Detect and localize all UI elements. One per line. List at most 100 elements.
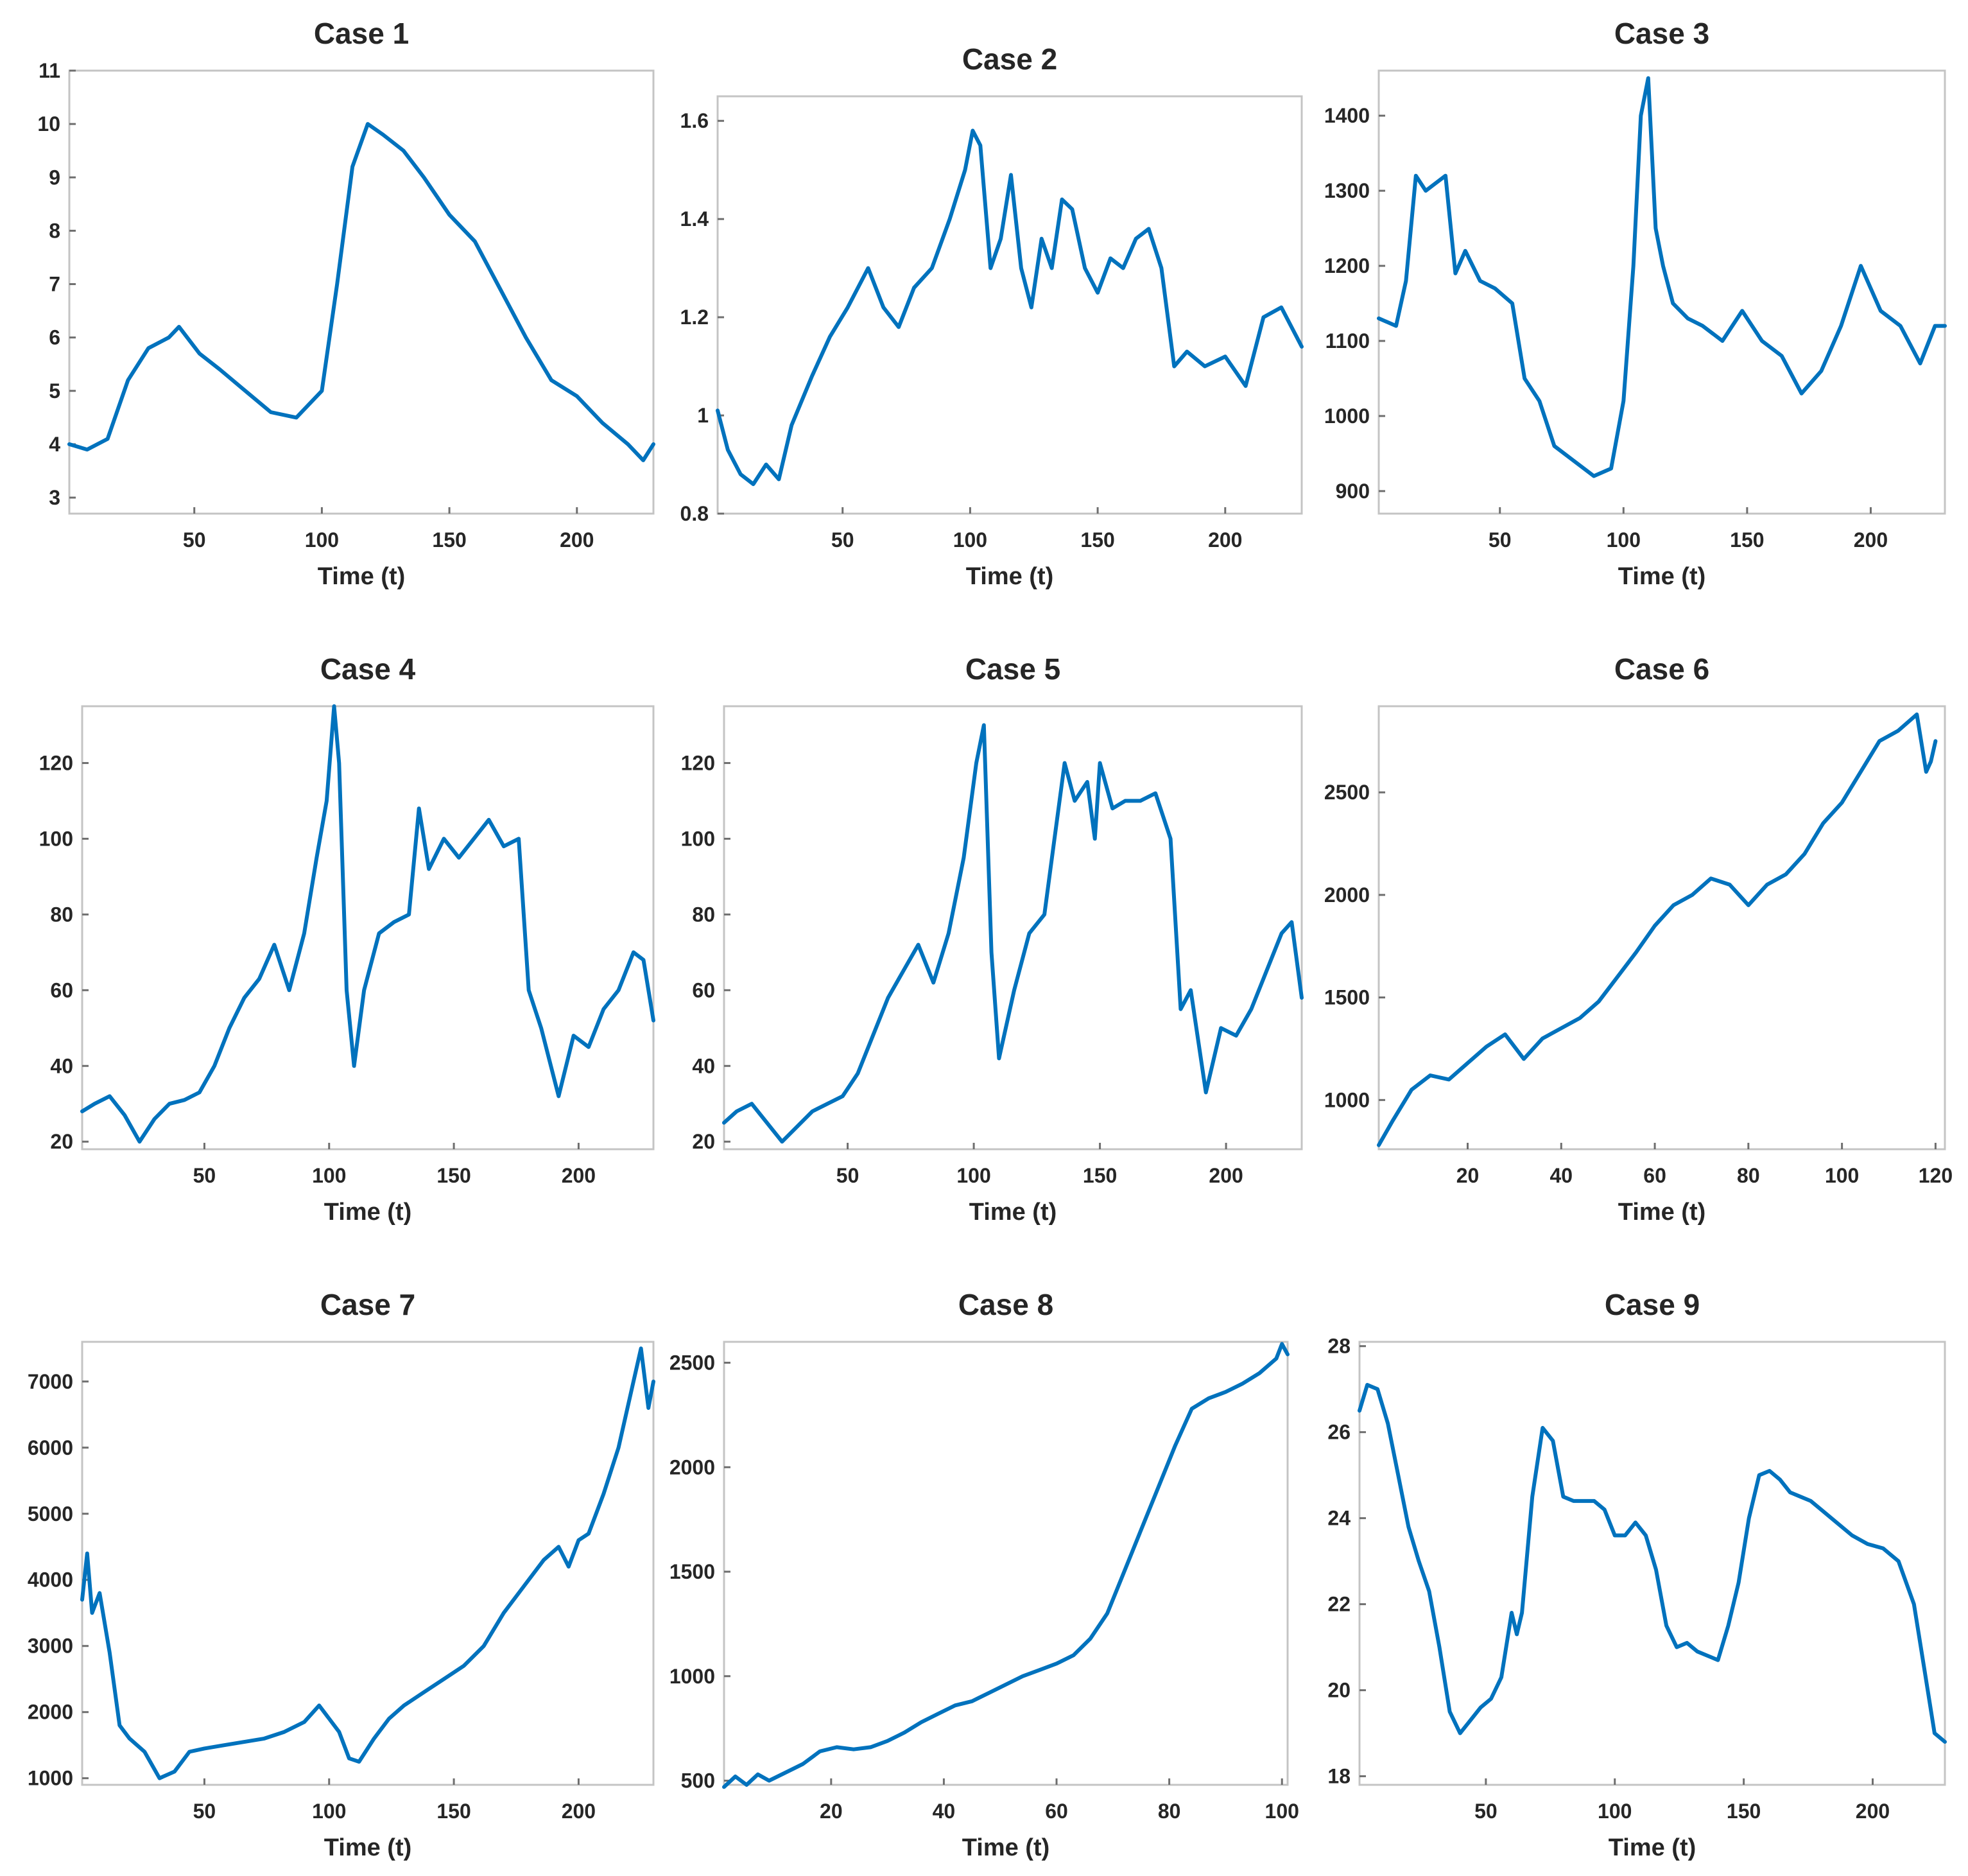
series-line-case-9 <box>1358 1383 1947 1744</box>
y-tick-label: 0.8 <box>680 502 709 525</box>
y-tick-label: 1.2 <box>680 306 709 329</box>
x-tick-label: 150 <box>436 1800 470 1823</box>
x-tick-label: 50 <box>193 1800 216 1823</box>
y-tick-label: 1000 <box>1324 404 1370 428</box>
y-tick-label: 80 <box>692 903 715 926</box>
y-tick-label: 2000 <box>1324 883 1370 907</box>
y-tick-label: 100 <box>39 827 73 850</box>
subplot-case-8: Case 8 Time (t) 20 40 60 80 100 500 1000 1500 2000… <box>669 1288 1299 1861</box>
y-tick-label: 8 <box>49 219 60 242</box>
x-tick-label: 200 <box>1208 528 1242 552</box>
plot-frame <box>723 705 1303 1151</box>
chart-title: Case 6 <box>1614 652 1709 686</box>
y-tick-label: 1.4 <box>680 207 709 230</box>
x-axis-label: Time (t) <box>318 563 406 590</box>
y-tick-label: 40 <box>692 1054 715 1077</box>
y-tick-label: 2500 <box>1324 781 1370 804</box>
y-tick-label: 1400 <box>1324 104 1370 127</box>
x-tick-label: 20 <box>1456 1164 1480 1187</box>
y-tick-label: 1000 <box>28 1767 73 1790</box>
y-tick-label: 20 <box>692 1130 715 1153</box>
x-tick-label: 150 <box>1083 1164 1117 1187</box>
y-tick-label: 1 <box>697 404 709 427</box>
subplot-case-1: Case 1 Time (t) 50 100 150 200 3 4 5 6 7 8 9 10 11 <box>37 17 655 590</box>
x-tick-label: 100 <box>1607 528 1641 552</box>
series-line-case-3 <box>1377 76 1947 478</box>
x-tick-label: 100 <box>956 1164 990 1187</box>
y-tick-label: 9 <box>49 166 60 189</box>
series-line-case-5 <box>722 723 1304 1144</box>
series-line-case-6 <box>1377 712 1938 1147</box>
x-tick-label: 150 <box>1730 528 1764 552</box>
x-tick-label: 100 <box>312 1164 346 1187</box>
x-axis-label: Time (t) <box>324 1834 412 1861</box>
x-tick-label: 60 <box>1643 1164 1666 1187</box>
chart-title: Case 2 <box>962 42 1057 76</box>
x-tick-label: 20 <box>820 1800 843 1823</box>
y-tick-label: 1200 <box>1324 254 1370 277</box>
x-tick-label: 200 <box>560 528 594 552</box>
subplot-case-3: Case 3 Time (t) 50 100 150 200 900 1000 1100 1200… <box>1324 17 1947 590</box>
x-axis-label: Time (t) <box>969 1199 1057 1226</box>
x-tick-label: 50 <box>1489 528 1512 552</box>
x-axis-label: Time (t) <box>1609 1834 1696 1861</box>
x-tick-label: 100 <box>953 528 987 552</box>
y-tick-label: 1500 <box>669 1560 715 1583</box>
y-tick-label: 60 <box>692 978 715 1002</box>
x-tick-label: 60 <box>1045 1800 1068 1823</box>
chart-title: Case 7 <box>320 1288 415 1321</box>
x-tick-label: 50 <box>836 1164 859 1187</box>
y-tick-label: 7000 <box>28 1370 73 1393</box>
y-tick-label: 120 <box>681 751 715 774</box>
chart-title: Case 9 <box>1605 1288 1700 1321</box>
y-tick-label: 28 <box>1327 1335 1351 1358</box>
x-tick-label: 150 <box>436 1164 470 1187</box>
y-tick-label: 24 <box>1327 1507 1351 1530</box>
y-tick-label: 10 <box>37 112 60 135</box>
x-tick-label: 100 <box>305 528 339 552</box>
x-tick-label: 150 <box>1727 1800 1761 1823</box>
x-tick-label: 80 <box>1737 1164 1760 1187</box>
subplot-case-2: Case 2 Time (t) 50 100 150 200 0.8 1 1.2 1.4 1.6 <box>680 42 1304 590</box>
series-line-case-4 <box>80 704 655 1144</box>
x-tick-label: 50 <box>193 1164 216 1187</box>
plot-frame <box>81 1341 655 1786</box>
y-tick-label: 18 <box>1327 1765 1351 1788</box>
chart-title: Case 3 <box>1614 17 1709 50</box>
y-tick-label: 120 <box>39 751 73 774</box>
subplot-case-9: Case 9 Time (t) 50 100 150 200 18 20 22 24 26 28 <box>1327 1288 1947 1861</box>
series-line-case-7 <box>80 1346 655 1780</box>
chart-title: Case 1 <box>314 17 409 50</box>
x-tick-label: 200 <box>1856 1800 1890 1823</box>
x-axis-label: Time (t) <box>324 1199 412 1226</box>
y-tick-label: 5000 <box>28 1502 73 1525</box>
y-tick-label: 4 <box>49 433 60 456</box>
x-tick-label: 50 <box>1474 1800 1498 1823</box>
y-tick-label: 1300 <box>1324 179 1370 202</box>
x-tick-label: 40 <box>933 1800 956 1823</box>
subplot-case-7: Case 7 Time (t) 50 100 150 200 1000 2000 3000 400… <box>28 1288 655 1861</box>
y-tick-label: 5 <box>49 379 60 403</box>
series-line-case-2 <box>716 128 1304 487</box>
x-tick-label: 200 <box>1209 1164 1243 1187</box>
y-tick-label: 7 <box>49 273 60 296</box>
y-tick-label: 1000 <box>669 1665 715 1688</box>
y-tick-label: 2500 <box>669 1351 715 1375</box>
x-axis-label: Time (t) <box>966 563 1054 590</box>
y-tick-label: 4000 <box>28 1568 73 1592</box>
subplot-case-4: Case 4 Time (t) 50 100 150 200 20 40 60 80 100 120 <box>39 652 655 1226</box>
x-tick-label: 200 <box>562 1800 596 1823</box>
plot-frame <box>716 95 1303 515</box>
y-tick-label: 1500 <box>1324 986 1370 1009</box>
y-tick-label: 3000 <box>28 1635 73 1658</box>
x-tick-label: 40 <box>1549 1164 1573 1187</box>
y-tick-label: 1000 <box>1324 1088 1370 1111</box>
subplot-case-6: Case 6 Time (t) 20 40 60 80 100 120 1000 1500 2000… <box>1324 652 1953 1226</box>
chart-title: Case 5 <box>965 652 1060 686</box>
series-line-case-1 <box>67 122 655 462</box>
plot-frame <box>81 705 655 1151</box>
x-tick-label: 150 <box>1080 528 1114 552</box>
x-tick-label: 100 <box>1825 1164 1859 1187</box>
x-tick-label: 100 <box>1265 1800 1299 1823</box>
